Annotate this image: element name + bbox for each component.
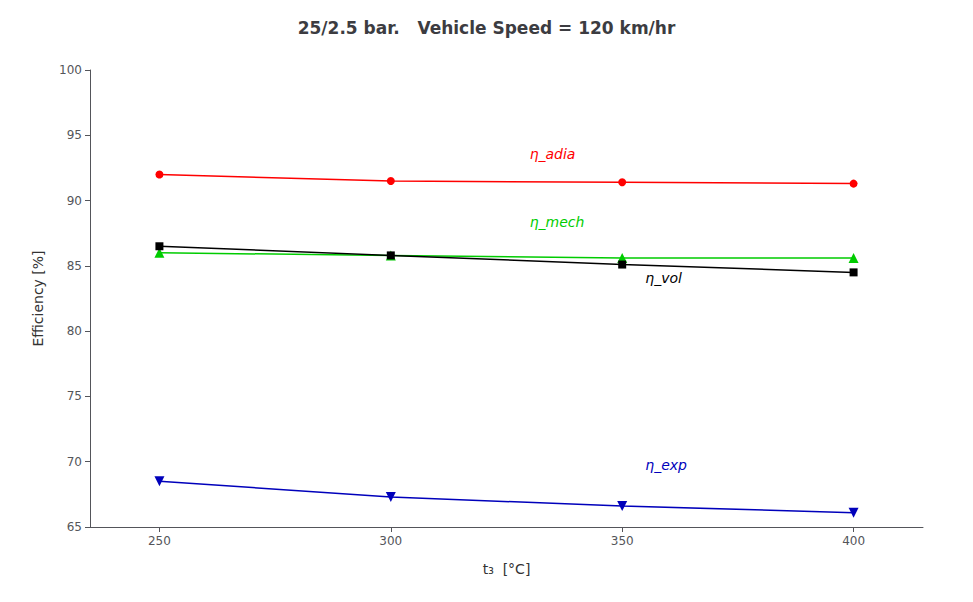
svg-text:90: 90 [67, 194, 82, 208]
svg-text:Efficiency [%]: Efficiency [%] [30, 250, 46, 346]
svg-text:100: 100 [59, 63, 82, 77]
svg-text:400: 400 [842, 534, 865, 548]
svg-text:70: 70 [67, 455, 82, 469]
svg-text:η_exp: η_exp [645, 457, 687, 473]
svg-text:350: 350 [611, 534, 634, 548]
svg-text:η_vol: η_vol [645, 270, 682, 286]
svg-text:65: 65 [67, 520, 82, 534]
svg-text:η_mech: η_mech [530, 214, 585, 230]
svg-text:300: 300 [379, 534, 402, 548]
svg-text:t₃ [°C]: t₃ [°C] [483, 561, 531, 577]
svg-text:85: 85 [67, 259, 82, 273]
svg-text:75: 75 [67, 389, 82, 403]
svg-text:250: 250 [148, 534, 171, 548]
svg-text:80: 80 [67, 324, 82, 338]
svg-text:25/2.5 bar. Vehicle Speed =: 25/2.5 bar. Vehicle Speed = 120 km/hr [298, 18, 676, 38]
svg-text:95: 95 [67, 128, 82, 142]
svg-text:η_adia: η_adia [530, 146, 576, 162]
